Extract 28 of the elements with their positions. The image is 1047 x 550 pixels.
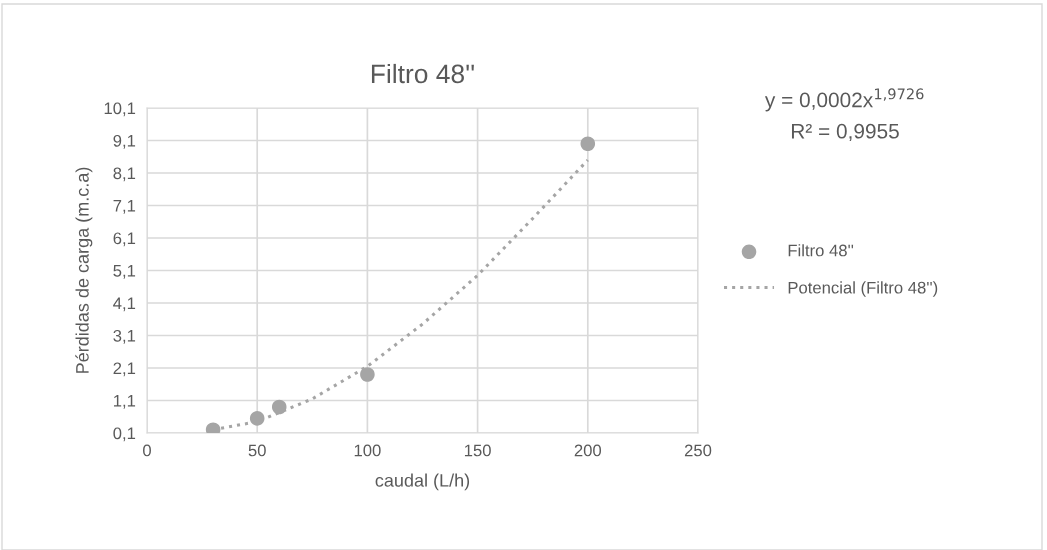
y-tick-label: 1,1	[113, 395, 136, 409]
legend-label: Filtro 48''	[788, 244, 854, 257]
x-tick-label: 100	[354, 444, 381, 457]
y-tick-label: 9,1	[113, 134, 136, 149]
y-tick-label: 2,1	[113, 362, 136, 377]
x-tick-label: 200	[574, 444, 602, 457]
point	[360, 367, 375, 382]
y-axis-title: Pérdidas de carga (m.c.a)	[75, 167, 93, 373]
y-tick-label: 4,1	[113, 297, 136, 312]
point	[271, 399, 287, 415]
x-tick-label: 250	[684, 444, 712, 457]
y-tick-label: 5,1	[113, 265, 136, 279]
text: y = 0,0002x$^{1,9726}$	[764, 88, 924, 112]
y-tick-label: 10,1	[104, 102, 136, 117]
y-tick-label: 6,1	[113, 232, 136, 247]
legend-label: Potencial (Filtro 48'')	[788, 281, 938, 297]
x-axis-title: caudal (L/h)	[375, 473, 470, 491]
y-tick-label: 0,1	[113, 427, 136, 442]
x-tick-label: 50	[248, 444, 266, 457]
y-tick-label: 3,1	[113, 329, 136, 344]
x-tick-label: 150	[464, 444, 491, 457]
chart-title: Filtro 48''	[371, 63, 474, 84]
point	[580, 136, 596, 152]
x-tick-label: 0	[143, 444, 151, 457]
y-tick-label: 8,1	[113, 167, 136, 182]
point	[249, 411, 265, 426]
y-tick-label: 7,1	[113, 200, 136, 214]
text: R² = 0,9955	[791, 123, 899, 142]
